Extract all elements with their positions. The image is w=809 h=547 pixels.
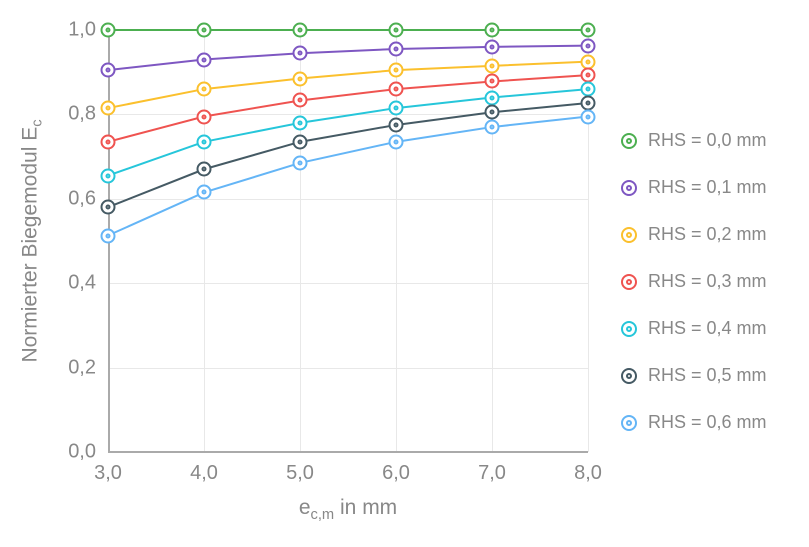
legend-label: RHS = 0,0 mm [648, 130, 767, 151]
legend-label: RHS = 0,3 mm [648, 271, 767, 292]
legend-marker-icon [620, 320, 638, 338]
y-tick-label: 0,6 [68, 187, 96, 210]
legend-item-s1: RHS = 0,1 mm [620, 177, 767, 198]
y-tick-label: 0,4 [68, 272, 96, 295]
legend-marker-icon [620, 226, 638, 244]
legend-label: RHS = 0,2 mm [648, 224, 767, 245]
y-tick-label: 0,2 [68, 356, 96, 379]
legend-marker-icon [620, 414, 638, 432]
x-tick-label: 7,0 [478, 462, 506, 485]
legend-label: RHS = 0,4 mm [648, 318, 767, 339]
legend-item-s2: RHS = 0,2 mm [620, 224, 767, 245]
legend-marker-icon [620, 132, 638, 150]
series-line-s3 [108, 75, 588, 142]
series-line-s5 [108, 103, 588, 207]
series-line-s4 [108, 89, 588, 176]
y-tick-label: 0,8 [68, 103, 96, 126]
series-line-s2 [108, 62, 588, 108]
series-line-s1 [108, 46, 588, 70]
legend-item-s6: RHS = 0,6 mm [620, 412, 767, 433]
chart-container: RHS = 0,0 mm RHS = 0,1 mm RHS = 0,2 mm RHS … [0, 0, 809, 547]
x-tick-label: 8,0 [574, 462, 602, 485]
y-tick-label: 1,0 [68, 19, 96, 42]
legend-label: RHS = 0,5 mm [648, 365, 767, 386]
legend-item-s4: RHS = 0,4 mm [620, 318, 767, 339]
x-tick-label: 3,0 [94, 462, 122, 485]
legend-marker-icon [620, 273, 638, 291]
legend-marker-icon [620, 179, 638, 197]
legend-item-s5: RHS = 0,5 mm [620, 365, 767, 386]
legend-label: RHS = 0,1 mm [648, 177, 767, 198]
series-lines [108, 30, 588, 452]
legend-marker-icon [620, 367, 638, 385]
legend-item-s3: RHS = 0,3 mm [620, 271, 767, 292]
x-tick-label: 4,0 [190, 462, 218, 485]
y-axis-title: Normierter Biegemodul Ec [18, 119, 45, 362]
legend: RHS = 0,0 mm RHS = 0,1 mm RHS = 0,2 mm RHS … [620, 130, 767, 459]
x-tick-label: 6,0 [382, 462, 410, 485]
legend-label: RHS = 0,6 mm [648, 412, 767, 433]
x-axis-title: ec,m in mm [299, 496, 397, 523]
legend-item-s0: RHS = 0,0 mm [620, 130, 767, 151]
plot-area [108, 30, 588, 452]
x-tick-label: 5,0 [286, 462, 314, 485]
y-tick-label: 0,0 [68, 441, 96, 464]
